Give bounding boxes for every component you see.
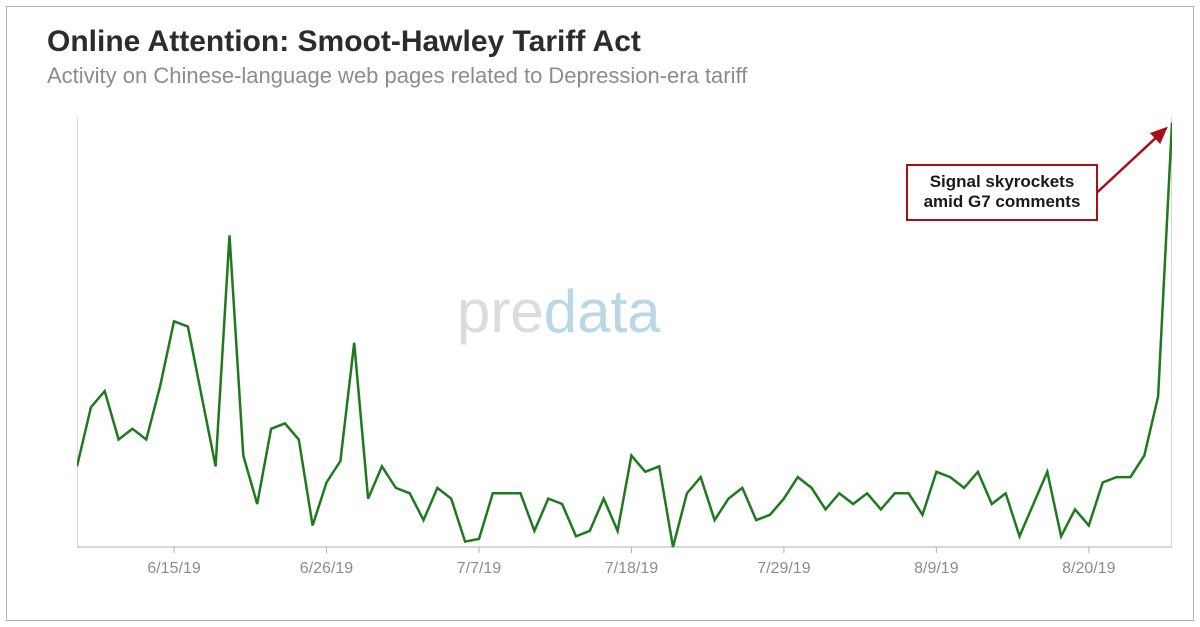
svg-text:8/9/19: 8/9/19 xyxy=(914,560,959,577)
chart-svg: predata 080 6/15/196/26/197/7/197/18/197… xyxy=(77,107,1172,587)
annotation-arrow xyxy=(1097,128,1166,192)
chart-title: Online Attention: Smoot-Hawley Tariff Ac… xyxy=(47,25,641,59)
chart-plot-area: predata 080 6/15/196/26/197/7/197/18/197… xyxy=(77,107,1172,587)
watermark: predata xyxy=(457,278,661,345)
svg-text:7/7/19: 7/7/19 xyxy=(457,560,502,577)
annotation-text-line1: Signal skyrockets xyxy=(930,172,1075,191)
svg-text:8/20/19: 8/20/19 xyxy=(1062,560,1115,577)
x-ticks: 6/15/19 6/26/19 7/7/19 7/18/19 7/29/19 8/9/19… xyxy=(147,547,1115,577)
chart-subtitle: Activity on Chinese-language web pages r… xyxy=(47,63,747,89)
chart-frame: Online Attention: Smoot-Hawley Tariff Ac… xyxy=(6,6,1194,621)
svg-text:7/18/19: 7/18/19 xyxy=(605,560,658,577)
annotation-text-line2: amid G7 comments xyxy=(924,192,1081,211)
svg-text:6/15/19: 6/15/19 xyxy=(147,560,200,577)
svg-text:6/26/19: 6/26/19 xyxy=(300,560,353,577)
svg-text:7/29/19: 7/29/19 xyxy=(757,560,810,577)
